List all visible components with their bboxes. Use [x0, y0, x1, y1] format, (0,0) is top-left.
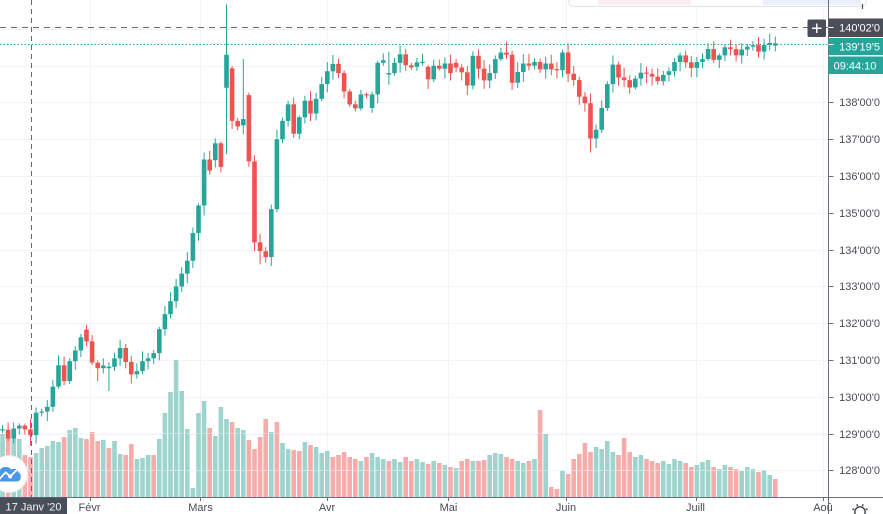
svg-text:139'19'5: 139'19'5 — [839, 42, 880, 54]
svg-text:136'00'0: 136'00'0 — [839, 171, 880, 183]
svg-text:Aoû: Aoû — [813, 502, 833, 514]
svg-text:09:44:10: 09:44:10 — [834, 61, 877, 73]
svg-text:132'00'0: 132'00'0 — [839, 318, 880, 330]
svg-text:133'00'0: 133'00'0 — [839, 281, 880, 293]
svg-text:131'00'0: 131'00'0 — [839, 355, 880, 367]
svg-text:138'00'0: 138'00'0 — [839, 97, 880, 109]
svg-text:137'00'0: 137'00'0 — [839, 134, 880, 146]
svg-text:Févr: Févr — [79, 502, 101, 514]
svg-text:Juin: Juin — [556, 502, 576, 514]
svg-text:Juill: Juill — [686, 502, 705, 514]
svg-text:140'02'0: 140'02'0 — [839, 23, 880, 35]
svg-text:134'00'0: 134'00'0 — [839, 245, 880, 257]
svg-text:135'00'0: 135'00'0 — [839, 208, 880, 220]
svg-text:Mars: Mars — [188, 502, 213, 514]
svg-text:Avr: Avr — [319, 502, 336, 514]
svg-text:Mai: Mai — [440, 502, 458, 514]
svg-text:17 Janv '20: 17 Janv '20 — [6, 502, 62, 514]
svg-text:129'00'0: 129'00'0 — [839, 429, 880, 441]
svg-text:130'00'0: 130'00'0 — [839, 392, 880, 404]
svg-text:128'00'0: 128'00'0 — [839, 465, 880, 477]
